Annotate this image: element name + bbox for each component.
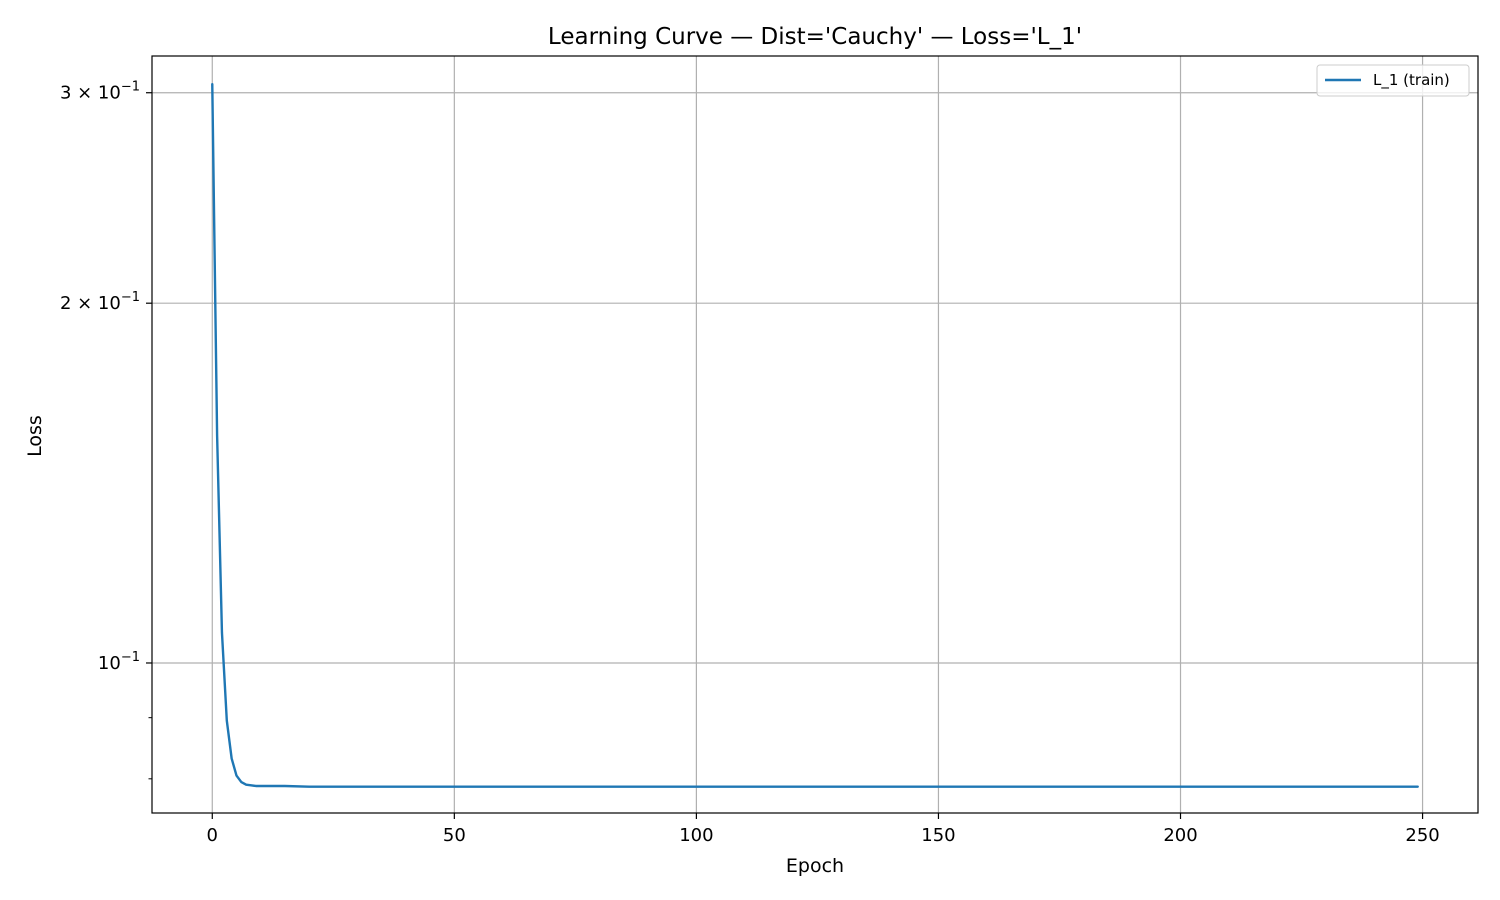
x-tick-label: 250 — [1405, 825, 1439, 846]
x-axis-label: Epoch — [786, 855, 844, 877]
legend-label: L_1 (train) — [1373, 71, 1450, 90]
legend: L_1 (train) — [1316, 64, 1470, 97]
y-tick-label: 2 × 10−1 — [60, 290, 140, 314]
series-layer — [211, 82, 1419, 788]
y-axis-ticks: 10−1 2 × 10−1 3 × 10−1 — [60, 80, 152, 780]
x-axis-ticks: 0 50 100 150 200 250 — [207, 813, 1440, 846]
plot-area-frame — [151, 55, 1479, 814]
legend-box — [1316, 64, 1470, 97]
x-tick-label: 200 — [1163, 825, 1197, 846]
y-axis-label: Loss — [24, 415, 46, 457]
x-tick-label: 150 — [921, 825, 955, 846]
x-tick-label: 50 — [443, 825, 466, 846]
y-tick-label: 3 × 10−1 — [60, 80, 140, 104]
x-tick-label: 100 — [679, 825, 713, 846]
chart-title: Learning Curve — Dist='Cauchy' — Loss='L… — [548, 24, 1082, 50]
y-tick-label: 10−1 — [98, 650, 140, 674]
grid-lines — [152, 56, 1478, 813]
x-tick-label: 0 — [207, 825, 218, 846]
series-line — [211, 82, 1419, 788]
